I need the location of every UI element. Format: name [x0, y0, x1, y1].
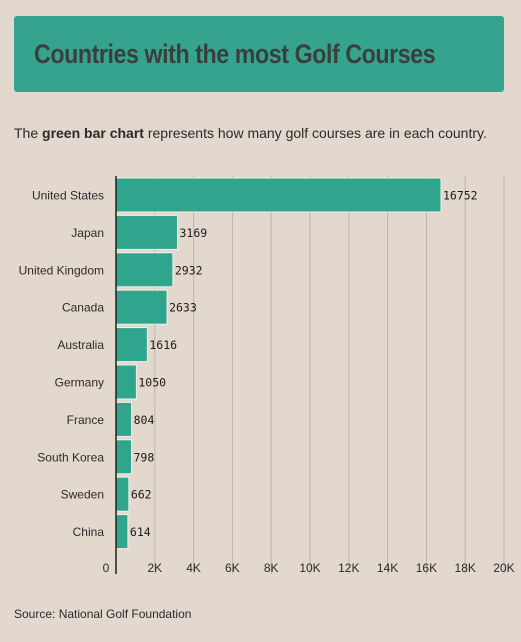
value-label: 2932	[175, 263, 203, 277]
source-note: Source: National Golf Foundation	[14, 607, 192, 621]
category-label: South Korea	[37, 450, 104, 464]
x-tick-label: 2K	[147, 561, 162, 575]
x-tick-label: 10K	[299, 561, 320, 575]
description-emphasis: green bar chart	[42, 125, 144, 141]
value-label: 798	[133, 450, 154, 464]
value-label: 16752	[443, 189, 478, 203]
chart-description: The green bar chart represents how many …	[14, 125, 487, 141]
category-label: France	[67, 413, 105, 427]
category-label: Australia	[57, 338, 104, 352]
value-label: 804	[134, 413, 155, 427]
bar	[115, 177, 442, 213]
x-tick-label: 14K	[377, 561, 398, 575]
bar	[115, 214, 178, 250]
x-tick-label: 4K	[186, 561, 201, 575]
category-label: Germany	[55, 376, 104, 390]
value-label: 614	[130, 525, 151, 539]
x-tick-label: 20K	[493, 561, 514, 575]
value-label: 662	[131, 488, 152, 502]
value-label: 1050	[138, 376, 166, 390]
bar	[115, 401, 133, 437]
value-label: 2633	[169, 301, 197, 315]
bar	[115, 364, 137, 400]
category-label: Japan	[71, 226, 104, 240]
description-prefix: The	[14, 125, 43, 141]
value-label: 1616	[149, 338, 177, 352]
x-tick-label: 0	[103, 561, 110, 575]
category-label: China	[73, 525, 105, 539]
bar	[115, 289, 168, 325]
category-label: United States	[32, 189, 104, 203]
bar	[115, 514, 129, 550]
x-tick-label: 12K	[338, 561, 359, 575]
x-tick-label: 8K	[264, 561, 279, 575]
bar	[115, 439, 132, 475]
title-banner: Countries with the most Golf Courses	[14, 16, 504, 92]
x-tick-label: 16K	[416, 561, 437, 575]
value-label: 3169	[179, 226, 207, 240]
description-suffix: represents how many golf courses are in …	[143, 125, 487, 141]
category-label: Canada	[62, 301, 104, 315]
bar	[115, 476, 130, 512]
bar	[115, 252, 174, 288]
category-label: United Kingdom	[19, 263, 104, 277]
x-tick-label: 18K	[455, 561, 476, 575]
chart-title: Countries with the most Golf Courses	[34, 38, 436, 69]
bar	[115, 327, 148, 363]
x-tick-label: 6K	[225, 561, 240, 575]
category-label: Sweden	[61, 488, 104, 502]
